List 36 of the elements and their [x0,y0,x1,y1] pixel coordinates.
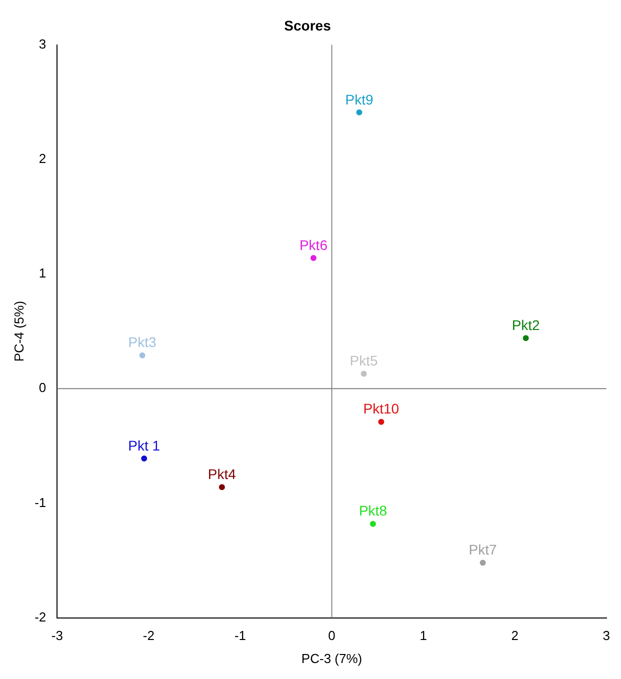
x-tick-label: 1 [420,628,427,644]
series-label: Pkt6 [299,236,328,253]
series-label: Pkt8 [358,502,388,519]
y-tick-label: 1 [38,266,46,281]
y-tick-label: -1 [34,494,46,510]
point [218,484,225,490]
point [522,335,529,342]
point [360,370,367,377]
x-tick-label: 0 [328,628,336,644]
series-label: Pkt7 [468,542,498,558]
series-label: Pkt3 [128,334,157,350]
x-tick-label: 3 [602,628,610,644]
x-tick-label: 2 [511,628,518,644]
point [310,254,316,261]
point [141,456,148,462]
point [378,418,384,425]
series-label: Pkt9 [345,91,374,108]
x-tick-label: -1 [234,628,246,644]
y-tick-label: -2 [34,609,46,624]
series-label: Pkt10 [363,400,400,417]
point [139,352,146,358]
chart-title: Scores [284,17,332,34]
y-tick-label: 0 [38,380,46,396]
series-label: Pkt2 [512,317,540,334]
x-axis-title: PC-3 (7%) [301,650,362,666]
x-tick-label: -3 [51,628,63,644]
x-tick-label: -2 [142,628,154,644]
series-label: Pkt 1 [128,437,160,454]
y-tick-label: 2 [38,150,46,166]
point [370,520,376,527]
series-label: Pkt5 [350,352,378,369]
y-tick-label: 3 [38,36,46,52]
series-label: Pkt4 [208,466,236,482]
point [356,109,362,116]
point [480,560,486,566]
y-axis-title: PC-4 (5%) [11,300,26,362]
